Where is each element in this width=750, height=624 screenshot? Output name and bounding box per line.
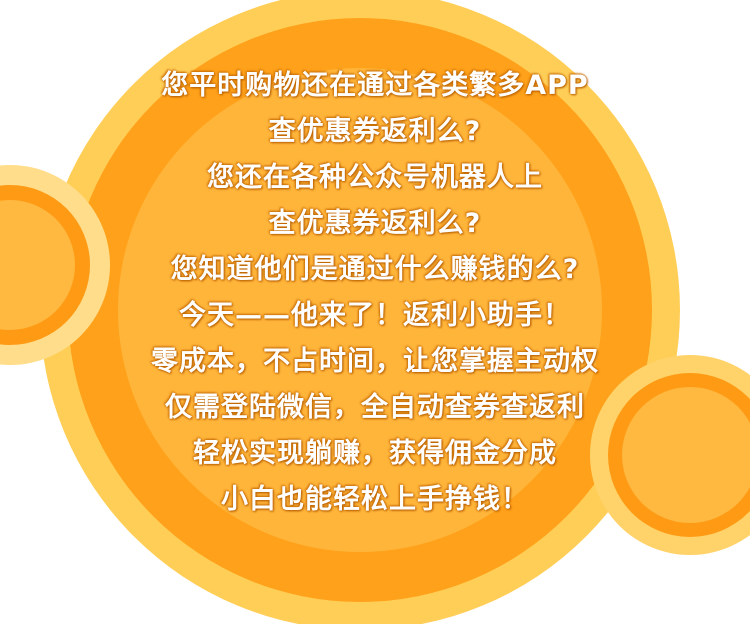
promo-line-4: 查优惠券返利么? <box>268 208 482 239</box>
right-circle-center <box>622 387 750 523</box>
promo-line-3: 您还在各种公众号机器人上 <box>207 162 543 193</box>
promo-line-5: 您知道他们是通过什么赚钱的么? <box>170 254 580 285</box>
promo-line-8: 仅需登陆微信，全自动查券查返利 <box>165 392 585 423</box>
promo-line-6: 今天——他来了！返利小助手！ <box>179 300 571 331</box>
promo-line-9: 轻松实现躺赚，获得佣金分成 <box>193 438 557 469</box>
promo-line-10: 小白也能轻松上手挣钱！ <box>221 484 529 515</box>
promo-text-block: 您平时购物还在通过各类繁多APP 查优惠券返利么? 您还在各种公众号机器人上 查… <box>0 68 750 528</box>
promo-line-1: 您平时购物还在通过各类繁多APP <box>161 70 589 101</box>
promo-line-2: 查优惠券返利么? <box>268 116 482 147</box>
promo-line-7: 零成本，不占时间，让您掌握主动权 <box>151 346 599 377</box>
large-circle-center <box>118 68 602 552</box>
